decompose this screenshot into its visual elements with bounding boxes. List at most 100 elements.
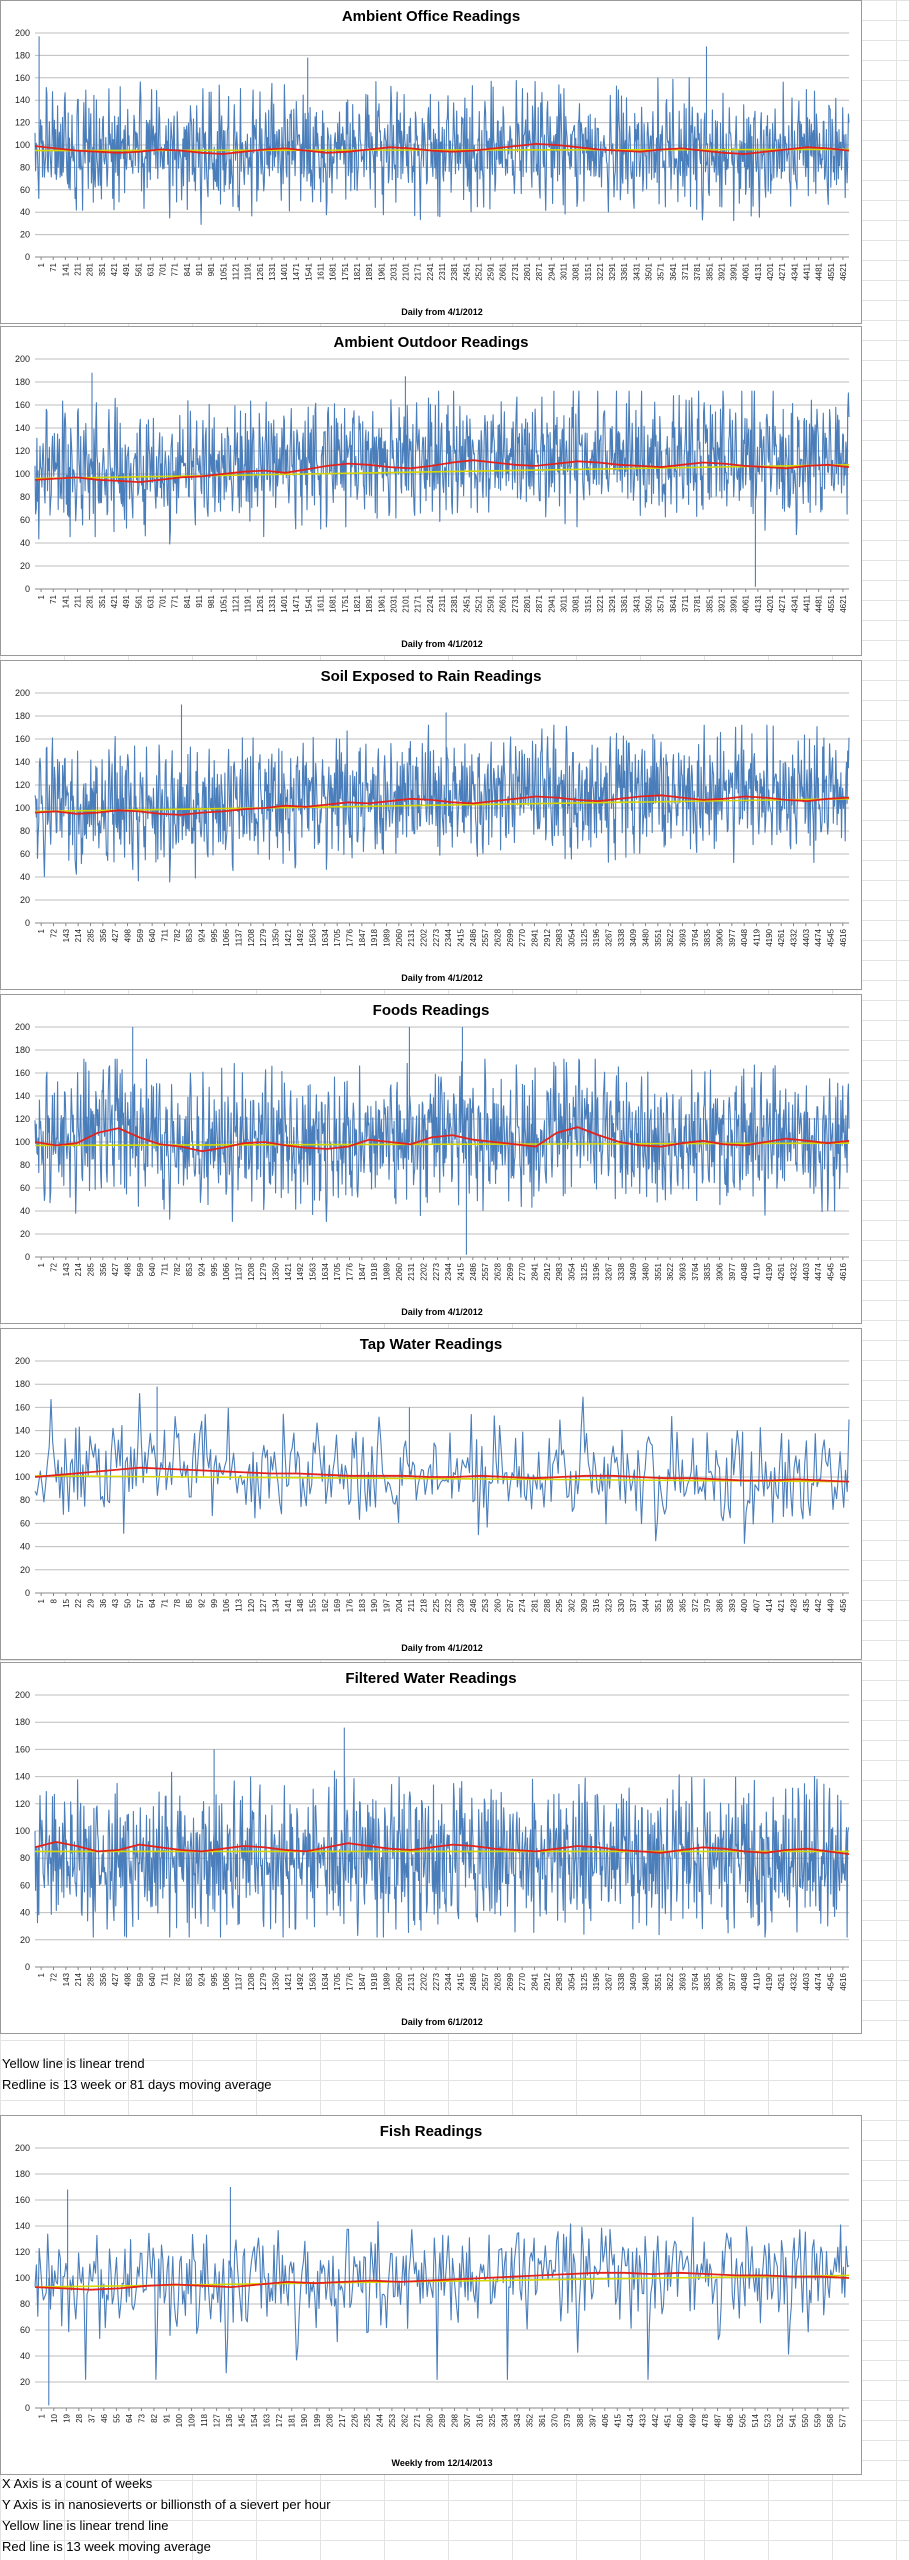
x-tick-label: 995 — [210, 1972, 219, 1986]
x-tick-label: 325 — [488, 2413, 497, 2427]
x-tick-label: 3622 — [666, 1972, 675, 1990]
x-tick-label: 3977 — [728, 1262, 737, 1280]
x-tick-label: 1051 — [219, 262, 228, 280]
x-tick-label: 141 — [284, 1598, 293, 1612]
x-tick-label: 262 — [400, 2413, 409, 2427]
x-tick-label: 424 — [626, 2413, 635, 2427]
x-tick-label: 3081 — [572, 594, 581, 612]
x-tick-label: 4474 — [814, 1262, 823, 1280]
y-tick-label: 100 — [15, 140, 30, 150]
x-tick-label: 337 — [629, 1598, 638, 1612]
x-tick-label: 2841 — [531, 1972, 540, 1990]
x-tick-label: 217 — [338, 2413, 347, 2427]
x-tick-label: 491 — [122, 262, 131, 276]
y-tick-label: 140 — [15, 1091, 30, 1101]
x-tick-label: 4061 — [742, 262, 751, 280]
axis-note-y: Y Axis is in nanosieverts or billionsth … — [2, 2497, 331, 2512]
x-tick-label: 143 — [62, 928, 71, 942]
y-tick-label: 180 — [15, 1717, 30, 1727]
x-tick-label: 235 — [363, 2413, 372, 2427]
x-tick-label: 172 — [275, 2413, 284, 2427]
y-tick-label: 60 — [20, 1183, 30, 1193]
x-tick-label: 1191 — [244, 594, 253, 612]
x-tick-label: 435 — [802, 1598, 811, 1612]
x-tick-label: 569 — [136, 1972, 145, 1986]
x-tick-label: 2983 — [555, 928, 564, 946]
chart-title: Fish Readings — [380, 2123, 483, 2140]
y-tick-label: 120 — [15, 2247, 30, 2257]
x-tick-label: 1421 — [284, 1972, 293, 1990]
x-tick-label: 253 — [481, 1598, 490, 1612]
x-tick-label: 711 — [161, 1972, 170, 1985]
x-tick-label: 4190 — [765, 1972, 774, 1990]
x-tick-label: 3409 — [629, 1972, 638, 1990]
x-tick-label: 50 — [124, 1598, 133, 1607]
x-tick-label: 358 — [666, 1598, 675, 1612]
x-tick-label: 2770 — [518, 1972, 527, 1990]
x-tick-label: 1847 — [358, 1262, 367, 1280]
x-tick-label: 211 — [74, 594, 83, 607]
x-tick-label: 71 — [49, 594, 58, 603]
x-tick-label: 190 — [370, 1598, 379, 1612]
x-tick-label: 281 — [531, 1598, 540, 1612]
x-tick-label: 433 — [638, 2413, 647, 2427]
x-tick-label: 2841 — [531, 1262, 540, 1280]
x-tick-label: 309 — [580, 1598, 589, 1612]
x-tick-label: 3151 — [584, 594, 593, 612]
x-tick-label: 316 — [476, 2413, 485, 2427]
x-tick-label: 456 — [839, 1598, 848, 1612]
x-tick-label: 274 — [518, 1598, 527, 1612]
y-tick-label: 160 — [15, 2195, 30, 2205]
x-tick-label: 4119 — [753, 1262, 762, 1280]
x-tick-label: 2731 — [511, 262, 520, 280]
x-tick-label: 3835 — [703, 1972, 712, 1990]
x-tick-label: 981 — [207, 594, 216, 608]
x-tick-label: 711 — [161, 928, 170, 941]
chart-frame-fish: Fish Readings 0 20 40 60 80 100 120 140 160 180 200… — [0, 2115, 862, 2475]
x-tick-label: 267 — [506, 1598, 515, 1612]
x-tick-label: 4332 — [790, 1972, 799, 1990]
x-tick-label: 302 — [568, 1598, 577, 1612]
x-tick-label: 1989 — [383, 1972, 392, 1990]
x-tick-label: 2171 — [414, 594, 423, 612]
x-tick-label: 289 — [438, 2413, 447, 2427]
x-tick-label: 211 — [74, 262, 83, 275]
x-tick-label: 3906 — [716, 928, 725, 946]
y-tick-label: 40 — [20, 2351, 30, 2361]
y-tick-label: 0 — [25, 584, 30, 594]
legend-note-trend: Yellow line is linear trend — [2, 2056, 145, 2071]
x-tick-label: 3409 — [629, 928, 638, 946]
x-tick-label: 421 — [110, 262, 119, 276]
x-tick-label: 3991 — [730, 262, 739, 280]
x-tick-label: 1279 — [259, 1262, 268, 1280]
x-tick-label: 3125 — [580, 928, 589, 946]
y-tick-label: 180 — [15, 2169, 30, 2179]
x-tick-label: 1891 — [365, 262, 374, 280]
chart-svg: Soil Exposed to Rain Readings 0 20 40 60 80 10… — [15, 668, 850, 983]
x-tick-label: 280 — [425, 2413, 434, 2427]
x-tick-label: 577 — [839, 2413, 848, 2427]
y-tick-label: 140 — [15, 95, 30, 105]
y-tick-label: 0 — [25, 2403, 30, 2413]
y-tick-label: 140 — [15, 1426, 30, 1436]
x-tick-label: 2060 — [395, 1262, 404, 1280]
x-tick-label: 4403 — [802, 928, 811, 946]
x-tick-label: 1 — [37, 262, 46, 267]
x-tick-label: 2628 — [494, 1262, 503, 1280]
x-tick-label: 3291 — [608, 262, 617, 280]
x-tick-label: 2557 — [481, 928, 490, 946]
x-tick-label: 3551 — [654, 928, 663, 946]
x-tick-label: 37 — [87, 2413, 96, 2422]
x-tick-label: 214 — [74, 1972, 83, 1986]
x-tick-label: 3781 — [693, 262, 702, 280]
x-tick-label: 2591 — [487, 262, 496, 280]
x-tick-label: 1989 — [383, 928, 392, 946]
x-tick-label: 2273 — [432, 1262, 441, 1280]
x-tick-label: 400 — [740, 1598, 749, 1612]
x-tick-label: 85 — [185, 1598, 194, 1607]
y-tick-label: 200 — [15, 28, 30, 38]
x-tick-label: 3151 — [584, 262, 593, 280]
x-tick-label: 523 — [764, 2413, 773, 2427]
x-tick-label: 2344 — [444, 1972, 453, 1990]
x-tick-label: 3125 — [580, 1262, 589, 1280]
